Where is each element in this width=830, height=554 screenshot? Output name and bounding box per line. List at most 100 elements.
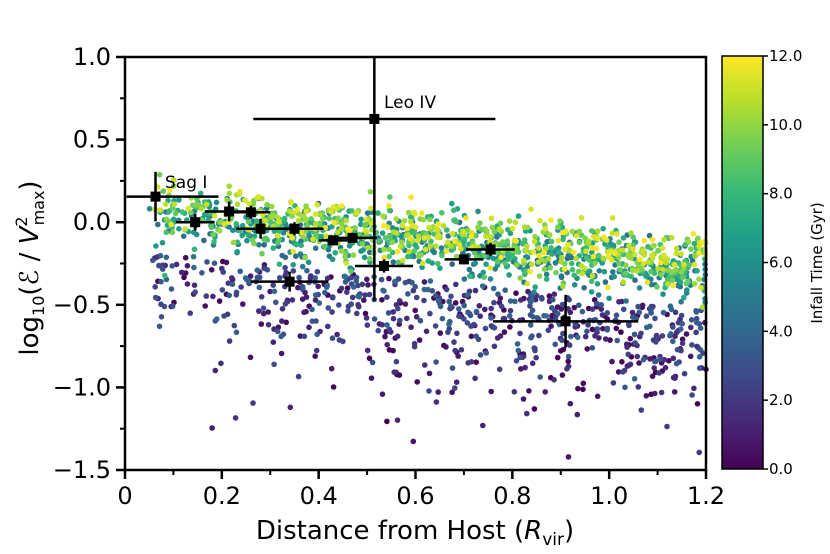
subhalo-point — [527, 322, 534, 328]
subhalo-point — [487, 234, 494, 240]
subhalo-point — [562, 246, 568, 253]
satellite-marker — [289, 223, 300, 234]
subhalo-point — [350, 284, 357, 290]
subhalo-point — [649, 236, 656, 243]
subhalo-point — [150, 257, 156, 264]
subhalo-point — [271, 288, 278, 295]
subhalo-point — [584, 346, 590, 352]
subhalo-point — [607, 337, 613, 343]
subhalo-point — [433, 243, 439, 249]
subhalo-point — [627, 361, 634, 368]
y-tick-label: 1.0 — [73, 43, 111, 71]
subhalo-point — [193, 201, 199, 208]
subhalo-point — [673, 360, 680, 367]
subhalo-point — [399, 239, 405, 245]
subhalo-point — [491, 299, 497, 306]
subhalo-point — [322, 225, 329, 231]
subhalo-point — [530, 249, 537, 255]
subhalo-point — [482, 325, 489, 332]
subhalo-point — [362, 227, 368, 233]
subhalo-point — [687, 353, 694, 360]
subhalo-point — [649, 373, 656, 380]
subhalo-point — [555, 237, 561, 244]
subhalo-point — [216, 298, 223, 304]
subhalo-point — [153, 243, 159, 249]
colorbar-tick-label: 6.0 — [769, 254, 793, 272]
subhalo-point — [167, 187, 173, 193]
subhalo-point — [489, 224, 496, 231]
subhalo-point — [674, 346, 681, 353]
subhalo-point — [379, 297, 385, 303]
subhalo-point — [276, 261, 283, 268]
subhalo-point — [437, 265, 443, 272]
x-tick-label: 0.2 — [203, 482, 241, 510]
subhalo-point — [651, 365, 657, 371]
subhalo-point — [541, 250, 547, 256]
subhalo-point — [202, 303, 208, 309]
colorbar-tick-label: 8.0 — [769, 185, 793, 203]
subhalo-point — [185, 205, 191, 212]
subhalo-point — [317, 211, 323, 218]
subhalo-point — [238, 284, 244, 290]
subhalo-point — [290, 268, 297, 274]
subhalo-point — [626, 243, 632, 249]
subhalo-point — [256, 274, 263, 281]
subhalo-point — [198, 205, 204, 212]
subhalo-point — [329, 335, 336, 342]
subhalo-point — [412, 284, 419, 290]
subhalo-point — [192, 289, 198, 295]
subhalo-point — [364, 210, 371, 216]
subhalo-point — [620, 369, 626, 375]
subhalo-point — [452, 238, 458, 245]
subhalo-point — [156, 262, 162, 269]
subhalo-point — [542, 225, 549, 232]
subhalo-point — [595, 228, 601, 234]
subhalo-point — [679, 336, 686, 343]
subhalo-point — [415, 237, 421, 244]
subhalo-point — [247, 273, 254, 279]
subhalo-point — [569, 228, 575, 235]
subhalo-point — [661, 236, 667, 243]
subhalo-point — [295, 217, 302, 224]
subhalo-point — [157, 252, 164, 259]
subhalo-point — [678, 312, 685, 319]
subhalo-point — [530, 314, 536, 320]
subhalo-point — [545, 255, 552, 262]
subhalo-point — [647, 356, 653, 362]
subhalo-point — [184, 281, 191, 287]
subhalo-point — [691, 385, 697, 392]
subhalo-point — [571, 304, 578, 311]
subhalo-point — [450, 207, 457, 214]
subhalo-point — [229, 281, 236, 288]
subhalo-point — [226, 338, 233, 344]
satellite-marker — [255, 223, 266, 234]
subhalo-point — [427, 243, 433, 249]
subhalo-point — [152, 294, 159, 301]
subhalo-point — [488, 315, 494, 321]
subhalo-point — [507, 298, 514, 304]
subhalo-point — [464, 320, 471, 326]
subhalo-point — [276, 275, 283, 281]
subhalo-point — [559, 224, 566, 231]
subhalo-point — [208, 267, 215, 273]
subhalo-point — [300, 233, 306, 240]
colorbar-tick-label: 0.0 — [769, 460, 793, 478]
subhalo-point — [679, 320, 685, 327]
subhalo-point — [328, 365, 335, 372]
subhalo-point — [332, 250, 339, 256]
subhalo-point — [557, 218, 563, 224]
subhalo-point — [680, 274, 686, 281]
subhalo-point — [613, 312, 620, 319]
subhalo-point — [582, 333, 589, 340]
subhalo-point — [554, 310, 561, 317]
subhalo-point — [453, 218, 460, 225]
subhalo-point — [604, 249, 611, 255]
x-tick-label: 0 — [117, 482, 132, 510]
subhalo-point — [688, 317, 695, 323]
subhalo-point — [169, 263, 175, 269]
subhalo-point — [393, 216, 400, 222]
subhalo-point — [159, 266, 166, 272]
subhalo-point — [581, 265, 588, 272]
subhalo-point — [589, 306, 596, 313]
subhalo-point — [314, 202, 321, 208]
